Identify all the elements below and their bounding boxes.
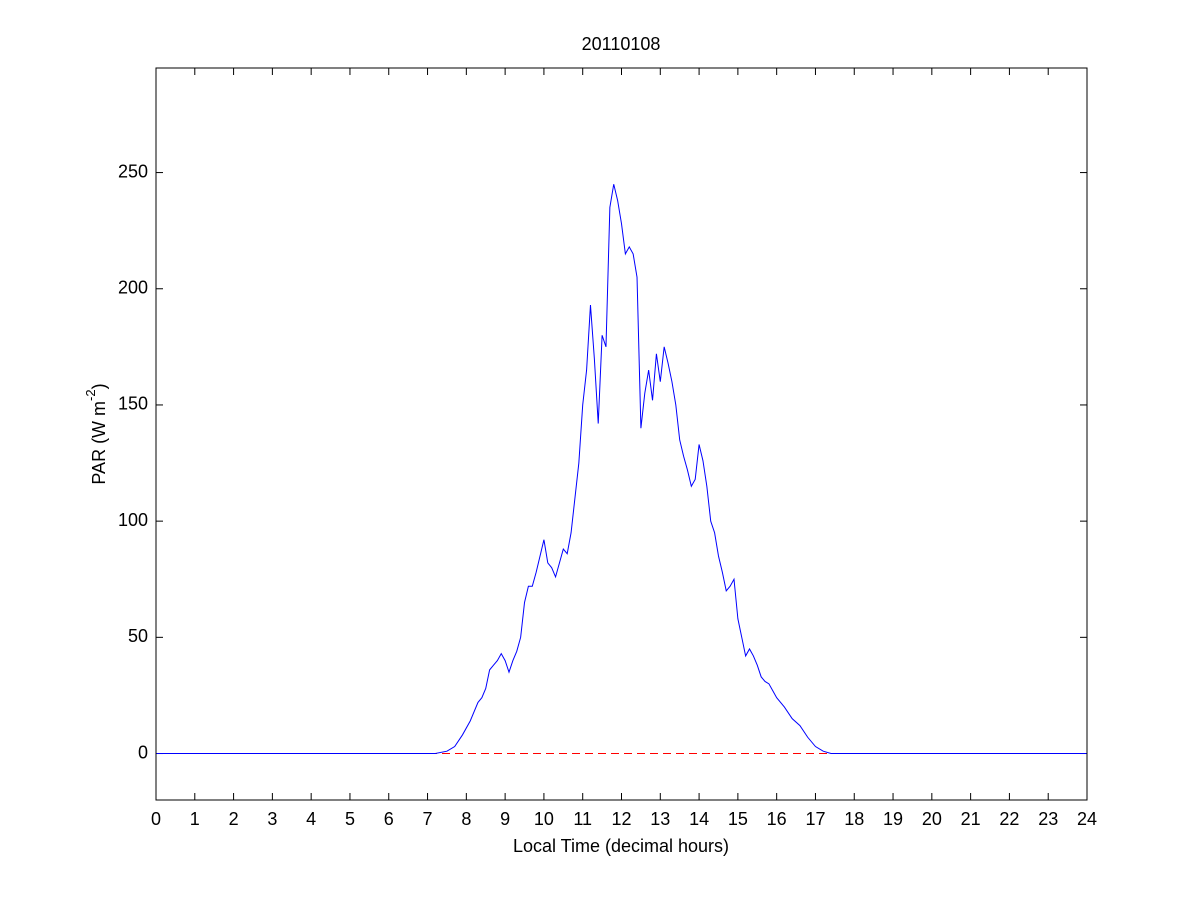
y-tick-label: 50 xyxy=(128,626,148,646)
x-tick-label: 13 xyxy=(650,809,670,829)
chart-title: 20110108 xyxy=(582,34,661,54)
y-tick-label: 150 xyxy=(118,394,148,414)
x-tick-label: 8 xyxy=(461,809,471,829)
x-tick-label: 3 xyxy=(267,809,277,829)
x-tick-label: 23 xyxy=(1038,809,1058,829)
x-tick-label: 7 xyxy=(423,809,433,829)
x-tick-label: 22 xyxy=(999,809,1019,829)
x-tick-label: 9 xyxy=(500,809,510,829)
y-tick-label: 100 xyxy=(118,510,148,530)
x-tick-label: 1 xyxy=(190,809,200,829)
x-tick-label: 12 xyxy=(611,809,631,829)
data-line xyxy=(156,184,1087,755)
x-tick-label: 14 xyxy=(689,809,709,829)
x-tick-label: 6 xyxy=(384,809,394,829)
y-tick-label: 250 xyxy=(118,161,148,181)
y-label-part: PAR (W m xyxy=(89,401,109,485)
y-label-sup: -2 xyxy=(83,389,98,401)
x-axis-label: Local Time (decimal hours) xyxy=(513,836,729,856)
x-tick-label: 19 xyxy=(883,809,903,829)
x-tick-label: 21 xyxy=(961,809,981,829)
x-tick-label: 2 xyxy=(229,809,239,829)
x-tick-label: 11 xyxy=(573,809,592,829)
x-tick-label: 20 xyxy=(922,809,942,829)
plot-frame xyxy=(155,67,1088,801)
x-tick-label: 4 xyxy=(306,809,316,829)
x-tick-label: 10 xyxy=(534,809,554,829)
y-tick-label: 200 xyxy=(118,278,148,298)
x-tick-label: 5 xyxy=(345,809,355,829)
x-tick-label: 15 xyxy=(728,809,748,829)
x-tick-label: 0 xyxy=(151,809,161,829)
y-label-part: ) xyxy=(89,383,109,389)
x-tick-label: 17 xyxy=(805,809,825,829)
x-tick-label: 24 xyxy=(1077,809,1097,829)
x-tick-label: 18 xyxy=(844,809,864,829)
x-tick-label: 16 xyxy=(767,809,787,829)
y-axis-label: PAR (W m-2) xyxy=(83,383,108,484)
y-tick-label: 0 xyxy=(138,742,148,762)
